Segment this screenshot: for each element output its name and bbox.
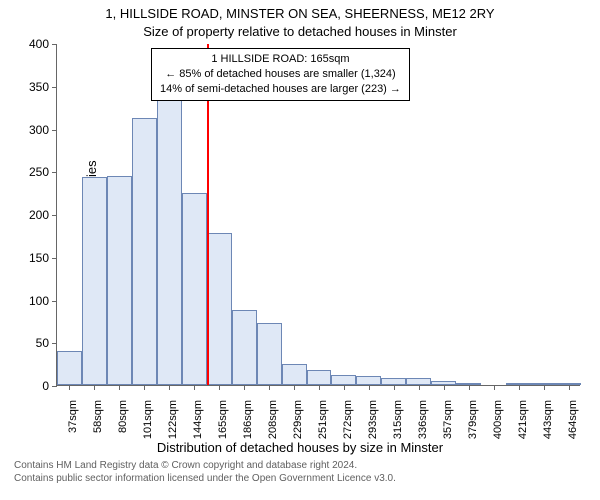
xtick-mark (519, 385, 520, 390)
xtick-mark (319, 385, 320, 390)
bar (381, 378, 406, 385)
ytick-label: 150 (29, 251, 49, 265)
ytick-label: 100 (29, 294, 49, 308)
bar (57, 351, 82, 385)
xtick-mark (269, 385, 270, 390)
title-line-2: Size of property relative to detached ho… (0, 24, 600, 39)
ytick-label: 350 (29, 80, 49, 94)
bar (82, 177, 107, 385)
annotation-line: 1 HILLSIDE ROAD: 165sqm (160, 52, 401, 67)
footnote-line-2: Contains public sector information licen… (14, 473, 396, 486)
xtick-mark (194, 385, 195, 390)
footnote-line-1: Contains HM Land Registry data © Crown c… (14, 460, 396, 473)
bar (207, 233, 232, 385)
footnote: Contains HM Land Registry data © Crown c… (14, 460, 396, 485)
bar (282, 364, 307, 385)
bar (331, 375, 356, 385)
ytick-mark (52, 215, 57, 216)
xtick-mark (444, 385, 445, 390)
title-line-1: 1, HILLSIDE ROAD, MINSTER ON SEA, SHEERN… (0, 6, 600, 21)
xtick-mark (244, 385, 245, 390)
bar (257, 323, 282, 385)
ytick-mark (52, 343, 57, 344)
plot-area: 05010015020025030035040037sqm58sqm80sqm1… (56, 44, 580, 386)
bar (132, 118, 157, 385)
annotation-line: 14% of semi-detached houses are larger (… (160, 82, 401, 97)
ytick-label: 0 (42, 379, 49, 393)
ytick-label: 200 (29, 208, 49, 222)
xtick-mark (94, 385, 95, 390)
xtick-mark (419, 385, 420, 390)
ytick-mark (52, 386, 57, 387)
ytick-label: 400 (29, 37, 49, 51)
xtick-mark (119, 385, 120, 390)
annotation-line: ← 85% of detached houses are smaller (1,… (160, 67, 401, 82)
ytick-mark (52, 44, 57, 45)
chart-container: 1, HILLSIDE ROAD, MINSTER ON SEA, SHEERN… (0, 0, 600, 500)
xtick-mark (494, 385, 495, 390)
x-axis-label: Distribution of detached houses by size … (0, 440, 600, 455)
bar (157, 96, 182, 385)
ytick-label: 50 (36, 336, 49, 350)
bar (107, 176, 132, 385)
xtick-mark (69, 385, 70, 390)
bar (182, 193, 207, 385)
xtick-mark (344, 385, 345, 390)
xtick-mark (369, 385, 370, 390)
ytick-mark (52, 87, 57, 88)
bar (406, 378, 431, 385)
ytick-mark (52, 301, 57, 302)
bar (307, 370, 332, 385)
xtick-mark (544, 385, 545, 390)
xtick-mark (169, 385, 170, 390)
ytick-mark (52, 130, 57, 131)
ytick-mark (52, 258, 57, 259)
xtick-mark (469, 385, 470, 390)
xtick-mark (294, 385, 295, 390)
bar (356, 376, 381, 385)
annotation-box: 1 HILLSIDE ROAD: 165sqm← 85% of detached… (151, 48, 410, 101)
xtick-mark (394, 385, 395, 390)
ytick-mark (52, 172, 57, 173)
bar (232, 310, 257, 385)
xtick-mark (569, 385, 570, 390)
ytick-label: 300 (29, 123, 49, 137)
xtick-mark (144, 385, 145, 390)
xtick-mark (219, 385, 220, 390)
ytick-label: 250 (29, 165, 49, 179)
